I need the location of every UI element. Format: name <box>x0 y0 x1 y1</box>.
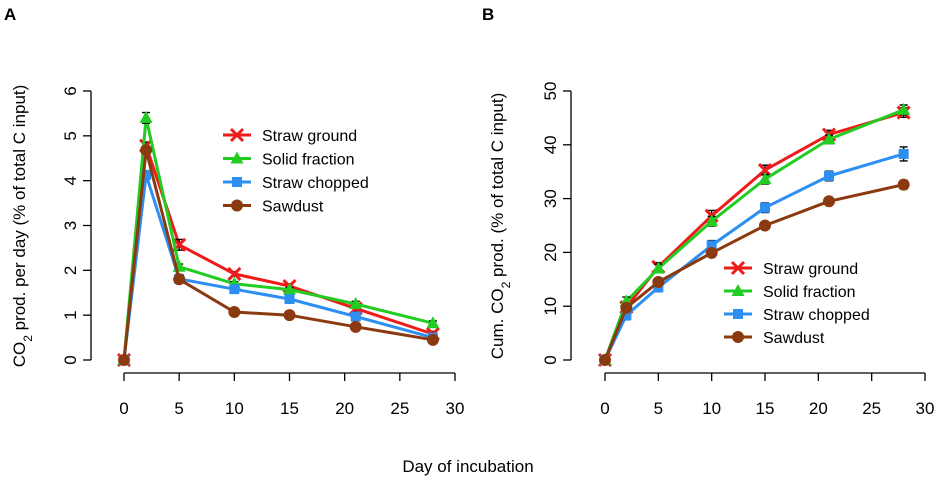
panel-a-series-sawdust <box>118 144 439 366</box>
panel-b-legend-marker-straw-ground <box>730 260 746 276</box>
panel-a-point-straw-chopped <box>350 311 361 322</box>
panel-b-point-solid-fraction <box>822 132 836 145</box>
panel-b-point-sawdust <box>823 195 835 208</box>
panel-a-point-sawdust <box>173 273 186 286</box>
panel-b-point-straw-chopped <box>706 240 717 251</box>
panel-b-series-solid-fraction <box>598 102 911 365</box>
panel-a-letter: A <box>4 5 16 24</box>
panel-a-point-solid-fraction <box>426 316 440 329</box>
panel-b-series-straw-ground <box>597 105 911 368</box>
panel-a-point-sawdust <box>118 354 130 366</box>
panel-b-y-tick-label: 20 <box>541 243 560 262</box>
panel-b: B Cum. CO2 prod. (% of total C input) 0 1… <box>482 5 934 418</box>
panel-b-series-sawdust <box>599 178 910 366</box>
panel-a-x-tick-label: 15 <box>280 399 299 418</box>
panel-a-x-tick-label: 10 <box>225 399 244 418</box>
panel-b-legend-label-straw-ground: Straw ground <box>763 261 858 278</box>
panel-a-point-sawdust <box>283 309 296 322</box>
panel-a-point-sawdust <box>228 306 241 319</box>
panel-b-point-sawdust <box>759 219 771 232</box>
panel-b-x-tick-label: 30 <box>916 399 935 418</box>
panel-a-y-tick-label: 4 <box>61 176 80 185</box>
panel-b-point-solid-fraction <box>758 172 772 185</box>
panel-b-series-straw-chopped <box>600 146 909 365</box>
panel-b-x-tick-label: 5 <box>654 399 663 418</box>
panel-b-legend-label-solid-fraction: Solid fraction <box>763 284 856 301</box>
panel-a-legend-label-sawdust: Sawdust <box>262 199 324 216</box>
panel-a-point-solid-fraction <box>139 110 153 123</box>
panel-a-x-tick-label: 25 <box>390 399 409 418</box>
panel-a-point-solid-fraction <box>283 282 296 295</box>
panel-a-ylabel: CO2 prod. per day (% of total C input) <box>10 85 35 368</box>
panel-b-y-tick-label: 0 <box>541 355 560 364</box>
panel-b-legend-marker-straw-chopped <box>733 309 743 319</box>
panel-a-point-straw-chopped <box>229 284 240 295</box>
panel-b-point-sawdust <box>705 246 718 259</box>
panel-b-letter: B <box>482 5 494 24</box>
panel-b-point-sawdust <box>652 275 665 288</box>
panel-b-x-tick-label: 0 <box>600 399 609 418</box>
panel-b-point-sawdust <box>620 301 633 314</box>
panel-b-line-sawdust <box>603 183 905 361</box>
panel-b-point-straw-chopped <box>621 310 632 321</box>
panel-b-x-tick-label: 15 <box>756 399 775 418</box>
panel-a-point-straw-ground <box>227 266 242 281</box>
panel-a-x-tick-label: 20 <box>335 399 354 418</box>
panel-b-x-tick-label: 20 <box>809 399 828 418</box>
panel-b-y-tick-label: 50 <box>541 82 560 101</box>
panel-a-point-straw-chopped <box>284 294 295 305</box>
panel-a-point-sawdust <box>349 320 362 333</box>
shared-x-axis-label: Day of incubation <box>402 457 533 476</box>
panel-a-point-sawdust <box>140 144 153 157</box>
panel-a-legend-label-solid-fraction: Solid fraction <box>262 152 355 169</box>
panel-a-y-tick-label: 2 <box>61 266 80 275</box>
panel-b-legend-marker-sawdust <box>732 331 744 343</box>
panel-a-point-sawdust <box>426 333 439 346</box>
panel-b-legend-label-sawdust: Sawdust <box>763 330 825 347</box>
panel-a-point-solid-fraction <box>349 296 363 309</box>
panel-b-x-tick-label: 10 <box>702 399 721 418</box>
panel-b-legend-label-straw-chopped: Straw chopped <box>763 307 870 324</box>
panel-b-legend-marker-solid-fraction <box>731 284 745 296</box>
panel-a-y-tick-label: 5 <box>61 131 80 140</box>
panel-a-y-tick-label: 3 <box>61 221 80 230</box>
panel-a-legend-label-straw-ground: Straw ground <box>262 128 357 145</box>
panel-b-point-sawdust <box>599 354 611 366</box>
panel-a-y-tick-label: 6 <box>61 86 80 95</box>
panel-b-point-solid-fraction <box>651 261 665 274</box>
panel-b-point-straw-chopped <box>898 148 909 159</box>
panel-b-line-straw-chopped <box>603 152 905 361</box>
panel-b-y-tick-label: 30 <box>541 189 560 208</box>
panel-b-y-tick-label: 40 <box>541 135 560 154</box>
panel-b-y-tick-label: 10 <box>541 297 560 316</box>
panel-a-legend-marker-straw-chopped <box>232 177 242 187</box>
panel-a-legend-marker-straw-ground <box>229 127 245 143</box>
panel-b-point-solid-fraction <box>897 102 911 115</box>
panel-a-legend-marker-solid-fraction <box>230 151 244 164</box>
panel-b-x-tick-label: 25 <box>862 399 881 418</box>
panel-a-y-tick-label: 1 <box>61 310 80 319</box>
panel-b-point-straw-chopped <box>824 171 834 182</box>
panel-a-x-tick-label: 30 <box>446 399 465 418</box>
panel-a-x-tick-label: 0 <box>119 399 128 418</box>
panel-a-point-straw-chopped <box>141 169 152 180</box>
panel-b-point-sawdust <box>897 178 910 191</box>
panel-a-x-tick-label: 5 <box>174 399 183 418</box>
panel-b-legend: Straw ground Solid fraction Straw chopped S… <box>724 260 870 347</box>
panel-b-point-solid-fraction <box>705 214 719 227</box>
panel-b-ylabel: Cum. CO2 prod. (% of total C input) <box>488 93 513 360</box>
panel-a-legend-label-straw-chopped: Straw chopped <box>262 175 369 192</box>
panel-b-point-straw-chopped <box>760 202 770 213</box>
panel-a: A CO2 prod. per day (% of total C input)… <box>4 5 464 418</box>
panel-a-legend: Straw ground Solid fraction Straw chopped S… <box>223 127 369 216</box>
panel-a-y-tick-label: 0 <box>61 355 80 364</box>
panel-a-legend-marker-sawdust <box>231 199 243 212</box>
